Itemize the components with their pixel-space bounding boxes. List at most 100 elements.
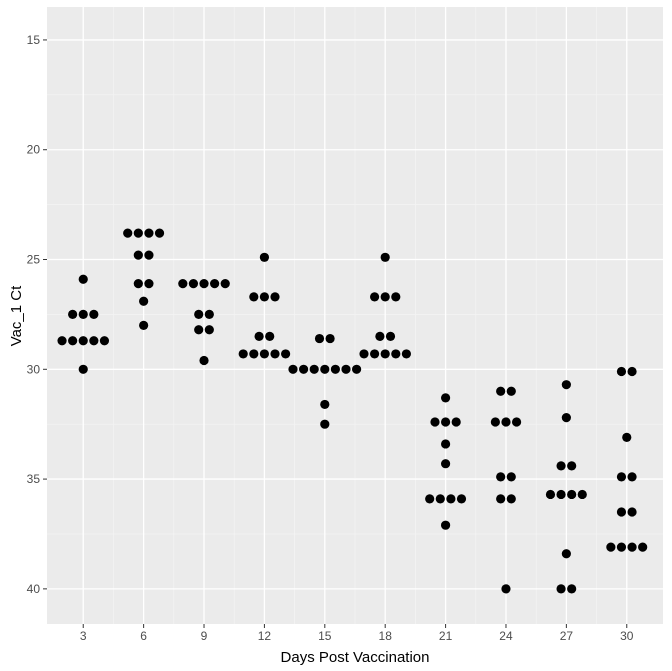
data-point	[254, 331, 264, 341]
data-point	[78, 309, 88, 319]
data-point	[154, 228, 165, 238]
data-point	[320, 364, 330, 374]
data-point	[622, 432, 632, 442]
data-point	[188, 279, 199, 289]
x-tick-label: 6	[140, 629, 147, 643]
data-point	[144, 279, 154, 289]
data-point	[281, 349, 291, 359]
y-axis-title: Vac_1 Ct	[8, 285, 25, 346]
data-point	[561, 380, 571, 390]
data-point	[506, 472, 516, 482]
data-point	[561, 413, 571, 423]
data-point	[270, 349, 280, 359]
data-point	[370, 292, 380, 302]
data-point	[446, 494, 456, 504]
data-point	[627, 472, 637, 482]
y-tick-label: 15	[27, 33, 41, 47]
data-point	[496, 494, 506, 504]
data-point	[249, 349, 259, 359]
data-point	[511, 417, 522, 427]
data-point	[401, 349, 411, 359]
data-point	[199, 279, 209, 289]
x-tick-label: 30	[620, 629, 634, 643]
data-point	[139, 296, 149, 306]
data-point	[616, 542, 627, 552]
data-point	[380, 252, 390, 262]
data-point	[440, 439, 451, 449]
x-tick-label: 18	[379, 629, 393, 643]
data-point	[606, 542, 616, 552]
x-tick-label: 15	[318, 629, 332, 643]
data-point	[57, 336, 67, 346]
data-point	[545, 489, 556, 500]
data-point	[556, 461, 566, 471]
data-point	[352, 364, 362, 374]
data-point	[309, 364, 319, 374]
data-point	[506, 386, 516, 396]
data-point	[89, 309, 99, 319]
data-point	[210, 279, 220, 289]
data-point	[506, 494, 516, 504]
data-point	[78, 336, 88, 346]
x-tick-label: 21	[439, 629, 453, 643]
data-point	[627, 542, 637, 552]
data-point	[178, 279, 188, 289]
x-tick-label: 9	[201, 629, 208, 643]
data-point	[259, 252, 270, 262]
data-point	[616, 507, 627, 517]
data-point	[144, 250, 154, 260]
data-point	[440, 393, 451, 403]
data-point	[577, 489, 587, 500]
y-tick-label: 35	[27, 472, 41, 486]
data-point	[259, 292, 270, 302]
x-tick-label: 24	[499, 629, 513, 643]
data-point	[430, 417, 440, 427]
data-point	[627, 366, 637, 377]
minor-gridlines	[47, 7, 663, 624]
data-point	[133, 279, 143, 289]
data-point	[204, 325, 214, 335]
data-point	[78, 274, 88, 284]
data-point	[375, 331, 385, 341]
data-point	[440, 520, 451, 530]
data-point	[440, 417, 451, 427]
data-point	[567, 489, 577, 500]
data-point	[89, 336, 99, 346]
data-points	[57, 228, 648, 594]
x-axis: 3 6 9 12 15 18 21 24 27 30	[80, 624, 634, 643]
data-point	[567, 584, 577, 594]
data-point	[496, 472, 506, 482]
x-tick-label: 27	[560, 629, 574, 643]
data-point	[249, 292, 259, 302]
data-point	[194, 325, 204, 335]
data-point	[556, 489, 566, 500]
data-point	[199, 355, 209, 366]
data-point	[320, 419, 330, 429]
data-point	[380, 349, 390, 359]
data-point	[194, 309, 204, 319]
y-tick-label: 25	[27, 253, 41, 267]
data-point	[456, 494, 467, 504]
data-point	[496, 386, 506, 396]
data-point	[330, 364, 340, 374]
data-point	[123, 228, 133, 238]
y-tick-label: 30	[27, 362, 41, 376]
data-point	[299, 364, 309, 374]
y-tick-label: 40	[27, 582, 41, 596]
data-point	[78, 364, 88, 374]
data-point	[220, 279, 230, 289]
data-point	[68, 336, 78, 346]
data-point	[501, 584, 511, 594]
data-point	[265, 331, 275, 341]
data-point	[341, 364, 351, 374]
data-point	[501, 417, 511, 427]
data-point	[440, 459, 451, 469]
data-point	[144, 228, 154, 238]
y-tick-label: 20	[27, 143, 41, 157]
data-point	[567, 461, 577, 471]
data-point	[435, 494, 445, 504]
y-axis: 15 20 25 30 35 40	[27, 33, 47, 596]
data-point	[561, 549, 571, 559]
data-point	[380, 292, 390, 302]
